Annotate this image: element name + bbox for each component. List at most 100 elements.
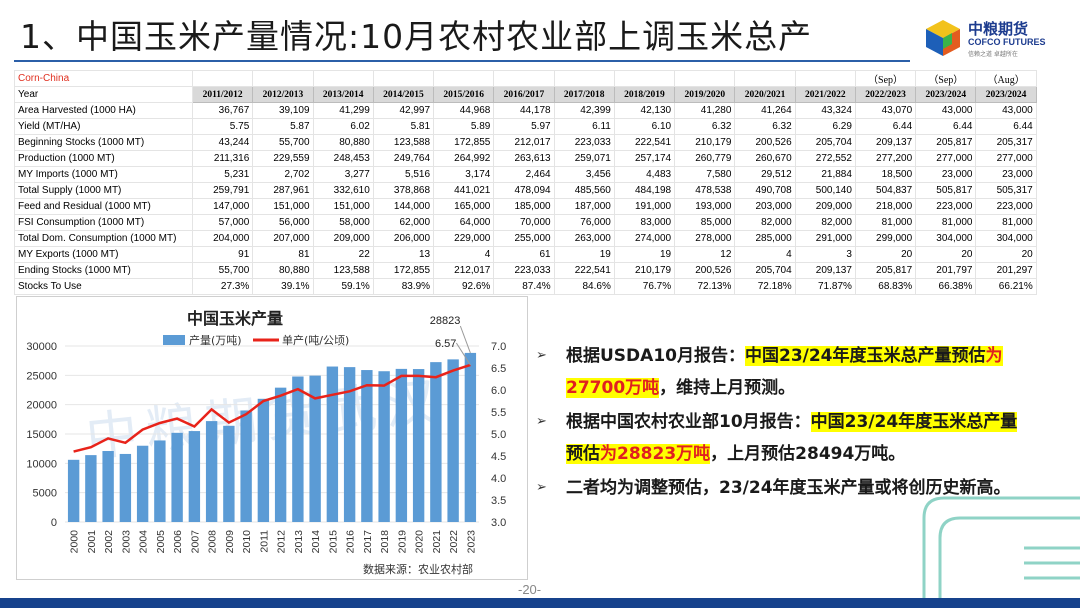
y-right-tick-label: 3.0: [491, 517, 506, 529]
table-cell: 209,137: [794, 262, 856, 279]
table-cell: 490,708: [734, 182, 796, 199]
production-bar: [171, 432, 183, 522]
table-cell: 13: [372, 246, 435, 263]
table-cell: 56,000: [252, 214, 314, 231]
chart-title: 中国玉米产量: [187, 309, 283, 328]
table-cell: 218,000: [854, 198, 917, 215]
production-chart-svg: 中粮期货武汉0500010000150002000025000300003.03…: [26, 309, 506, 576]
table-cell: 6.10: [613, 118, 676, 135]
table-cell: 43,324: [794, 102, 856, 119]
production-bar: [205, 421, 218, 522]
table-cell: 72.13%: [674, 278, 736, 295]
production-bar: [309, 375, 321, 522]
table-cell: 5,231: [191, 166, 254, 183]
y-left-tick-label: 5000: [33, 488, 57, 500]
production-bar: [119, 453, 132, 522]
table-row: MY Imports (1000 MT) 5,231 2,702 3,277 5,516…: [14, 166, 1037, 183]
table-cell: 6.32: [674, 118, 736, 135]
table-cell: 3,174: [433, 166, 495, 183]
table-cell: 42,399: [553, 102, 615, 119]
x-tick-label: 2001: [86, 530, 98, 554]
table-cell: 2,702: [252, 166, 314, 183]
table-row-label: MY Imports (1000 MT): [14, 166, 193, 183]
table-cell: 206,000: [372, 230, 435, 247]
x-tick-label: 2015: [327, 530, 339, 554]
production-bar: [274, 387, 287, 522]
y-right-tick-label: 6.5: [491, 363, 506, 375]
table-year-header: 2019/2020: [674, 86, 736, 103]
y-right-tick-label: 5.5: [491, 407, 506, 419]
table-cell: 3,277: [312, 166, 374, 183]
table-cell: 41,264: [734, 102, 796, 119]
x-tick-label: 2008: [207, 530, 219, 554]
x-tick-label: 2011: [258, 530, 270, 553]
table-cell: 19: [553, 246, 615, 263]
x-tick-label: 2017: [362, 530, 374, 554]
table-cell: 92.6%: [433, 278, 495, 295]
table-cell: 185,000: [493, 198, 555, 215]
cofco-logo-icon: [926, 20, 960, 56]
table-cell: 223,000: [915, 198, 977, 215]
table-note-cell: [312, 70, 374, 87]
x-tick-label: 2018: [379, 530, 391, 554]
table-cell: 27.3%: [191, 278, 254, 295]
table-cell: 485,560: [553, 182, 615, 199]
table-cell: 80,880: [312, 134, 374, 151]
table-cell: 200,526: [734, 134, 796, 151]
y-left-tick-label: 30000: [26, 341, 57, 353]
yield-line: [73, 363, 471, 453]
table-cell: 76.7%: [613, 278, 676, 295]
table-cell: 123,588: [312, 262, 374, 279]
table-header-row: Year 2011/2012 2012/2013 2013/2014 2014/2015…: [14, 86, 1037, 103]
table-cell: 201,297: [975, 262, 1037, 279]
table-cell: 291,000: [794, 230, 856, 247]
table-row: FSI Consumption (1000 MT) 57,000 56,000 58,…: [14, 214, 1037, 231]
table-cell: 12: [674, 246, 736, 263]
table-cell: 59.1%: [312, 278, 374, 295]
table-cell: 304,000: [915, 230, 977, 247]
table-cell: 87.4%: [493, 278, 555, 295]
table-cell: 21,884: [794, 166, 856, 183]
table-cell: 29,512: [734, 166, 796, 183]
table-cell: 203,000: [734, 198, 796, 215]
cofco-logo: 中粮期货 COFCO FUTURES 信赖之道 卓越所在: [922, 18, 1062, 62]
production-bar: [361, 370, 373, 522]
table-note-cell: （Sep）: [854, 70, 917, 87]
table-cell: 5.81: [372, 118, 435, 135]
table-cell: 5,516: [372, 166, 435, 183]
table-cell: 484,198: [613, 182, 676, 199]
bullet-highlight: 为28823万吨: [600, 444, 711, 464]
table-cell: 7,580: [674, 166, 736, 183]
production-bar: [464, 352, 477, 522]
x-tick-label: 2012: [276, 530, 288, 554]
table-cell: 19: [613, 246, 676, 263]
x-tick-label: 2021: [431, 530, 443, 554]
table-cell: 287,961: [252, 182, 314, 199]
production-bar: [240, 410, 252, 522]
table-cell: 209,137: [854, 134, 917, 151]
table-row-label: Yield (MT/HA): [14, 118, 193, 135]
table-cell: 44,178: [493, 102, 555, 119]
production-bar: [412, 369, 425, 522]
table-row: Feed and Residual (1000 MT) 147,000 151,00…: [14, 198, 1037, 215]
table-cell: 209,000: [312, 230, 374, 247]
table-caption: Corn-China: [14, 70, 193, 87]
table-note-cell: （Sep）: [915, 70, 977, 87]
table-cell: 36,767: [191, 102, 254, 119]
table-cell: 222,541: [613, 134, 676, 151]
table-row: Yield (MT/HA) 5.75 5.87 6.02 5.81 5.89 5.97 6.1…: [14, 118, 1037, 135]
table-cell: 44,968: [433, 102, 495, 119]
production-bar: [85, 455, 97, 522]
x-tick-label: 2023: [465, 530, 477, 554]
bullet-item: ➢ 二者均为调整预估，23/24年度玉米产量或将创历史新高。: [532, 472, 1032, 504]
table-cell: 6.29: [794, 118, 856, 135]
table-cell: 204,000: [191, 230, 254, 247]
table-row-label: Stocks To Use: [14, 278, 193, 295]
table-cell: 505,317: [975, 182, 1037, 199]
y-right-tick-label: 5.0: [491, 429, 506, 441]
table-row-label: MY Exports (1000 MT): [14, 246, 193, 263]
bullet-text: 根据中国农村农业部10月报告：: [566, 412, 811, 432]
table-cell: 304,000: [975, 230, 1037, 247]
table-row-label: Total Supply (1000 MT): [14, 182, 193, 199]
table-row: Total Supply (1000 MT) 259,791 287,961 332,…: [14, 182, 1037, 199]
